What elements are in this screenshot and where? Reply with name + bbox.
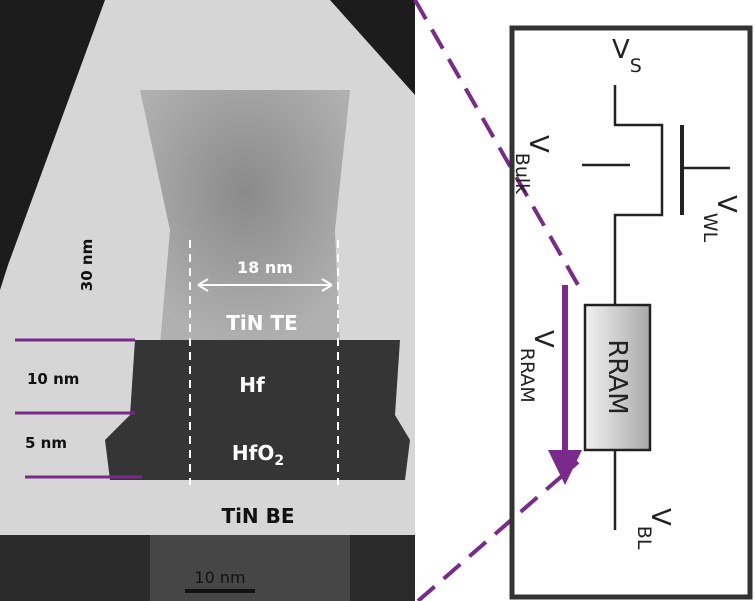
label-part: WL	[699, 213, 721, 243]
label-part: 2	[274, 453, 284, 469]
source-label: VS	[612, 35, 642, 77]
label-part: BL	[633, 526, 655, 550]
label-part: S	[630, 55, 642, 77]
label-part: V	[645, 508, 675, 526]
figure: 30 nm 10 nm 5 nm 18 nm TiN TE Hf HfO2 Ti…	[0, 0, 755, 601]
bit-line-label: VBL	[633, 508, 675, 550]
label-part: V	[528, 330, 558, 348]
label-part: RRAM	[516, 348, 538, 403]
scale-label: 10 nm	[194, 568, 245, 587]
layer-label: Hf	[239, 373, 265, 397]
layer-label: TiN BE	[221, 504, 294, 528]
layer-label: TiN TE	[226, 311, 298, 335]
label-part: Bulk	[511, 153, 533, 194]
thickness-label: 5 nm	[25, 434, 67, 452]
label-part: V	[523, 135, 553, 153]
width-label: 18 nm	[237, 258, 293, 277]
tem-image: 30 nm 10 nm 5 nm 18 nm TiN TE Hf HfO2 Ti…	[0, 0, 415, 601]
thickness-label: 30 nm	[78, 239, 96, 291]
label-part: V	[612, 35, 630, 65]
rram-voltage-label: VRRAM	[516, 330, 558, 403]
label-part: V	[711, 195, 741, 213]
device-label: RRAM	[602, 339, 632, 414]
thickness-label: 10 nm	[27, 370, 79, 388]
word-line-label: VWL	[699, 195, 741, 243]
bulk-label: VBulk	[511, 135, 553, 194]
circuit: RRAM VS VBulk VWL VRRAM VBL	[511, 28, 750, 597]
label-part: HfO	[232, 441, 274, 465]
